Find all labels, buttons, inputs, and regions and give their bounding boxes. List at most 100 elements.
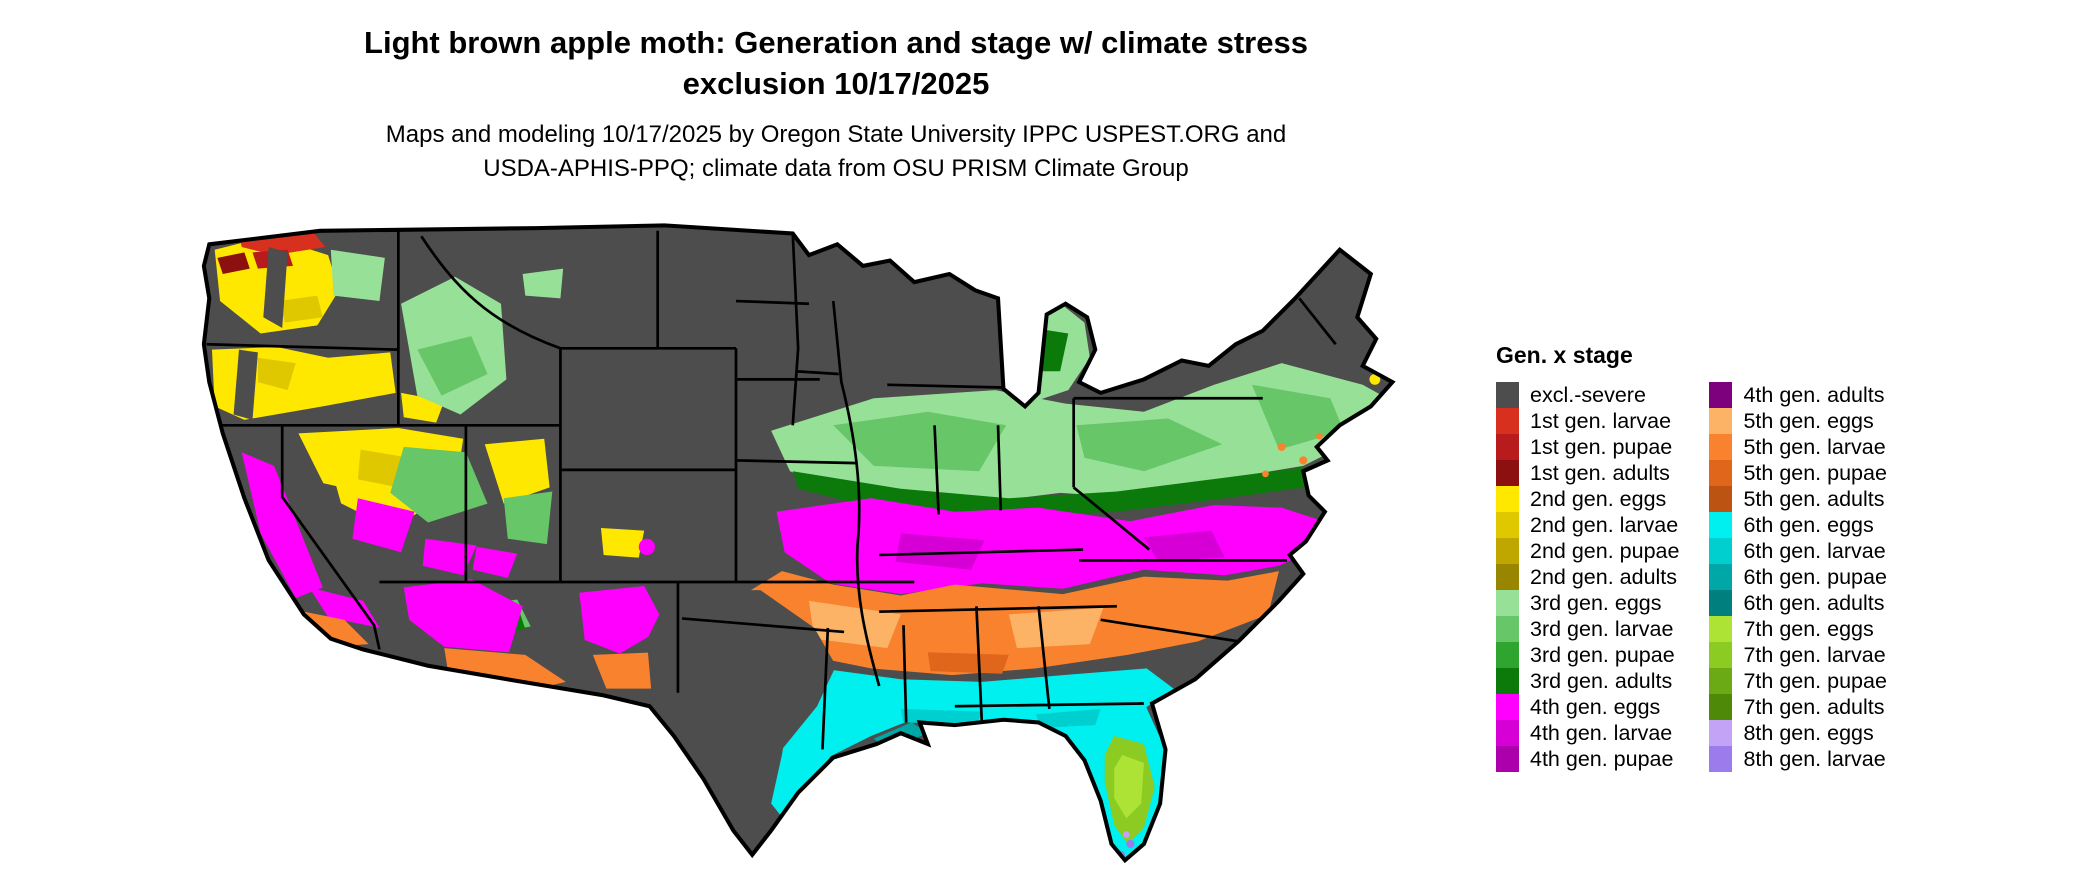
legend-swatch <box>1709 590 1733 616</box>
legend-columns: excl.-severe 1st gen. larvae 1st gen. pu… <box>1496 382 1887 772</box>
legend-swatch <box>1496 616 1519 642</box>
header: Light brown apple moth: Generation and s… <box>0 22 1672 186</box>
legend-item: 6th gen. pupae <box>1709 564 1887 590</box>
legend-item: 7th gen. adults <box>1709 694 1886 720</box>
legend-label: 5th gen. larvae <box>1743 434 1886 459</box>
legend-swatch <box>1709 512 1733 538</box>
legend-column-2: 4th gen. adults 5th gen. eggs 5th gen. l… <box>1709 382 1887 772</box>
legend-swatch <box>1709 564 1733 590</box>
page-title-line-2: exclusion 10/17/2025 <box>682 66 990 101</box>
legend-label: 2nd gen. larvae <box>1530 512 1679 537</box>
legend-item: 3rd gen. eggs <box>1496 590 1679 616</box>
legend-swatch <box>1709 616 1733 642</box>
legend-label: 4th gen. adults <box>1743 382 1885 407</box>
legend-label: 1st gen. pupae <box>1530 434 1673 459</box>
legend-item: 8th gen. eggs <box>1709 720 1886 746</box>
legend-swatch <box>1496 434 1519 460</box>
legend-swatch <box>1709 668 1733 694</box>
map-regions-2nd-gen-larvae <box>257 295 410 488</box>
legend-item: 5th gen. pupae <box>1709 460 1887 486</box>
legend-swatch <box>1496 720 1519 746</box>
legend-swatch <box>1709 746 1733 772</box>
legend-swatch <box>1709 408 1733 434</box>
legend-swatch <box>1496 746 1519 772</box>
us-map <box>201 223 1396 864</box>
legend-label: 7th gen. eggs <box>1743 616 1874 641</box>
map-dots-8th-gen-eggs <box>1122 831 1130 838</box>
legend-label: 6th gen. larvae <box>1743 538 1886 563</box>
legend-label: 3rd gen. adults <box>1530 668 1673 693</box>
legend-swatch <box>1496 460 1519 486</box>
legend-label: 6th gen. eggs <box>1743 512 1874 537</box>
legend-swatch <box>1496 642 1519 668</box>
legend-item: 1st gen. larvae <box>1496 408 1679 434</box>
legend-label: 7th gen. larvae <box>1743 642 1886 667</box>
legend-label: 5th gen. eggs <box>1743 408 1874 433</box>
legend-swatch <box>1496 512 1519 538</box>
subtitle: Maps and modeling 10/17/2025 by Oregon S… <box>0 118 1672 186</box>
legend-swatch <box>1496 564 1519 590</box>
legend-item: 6th gen. eggs <box>1709 512 1886 538</box>
legend-item: 4th gen. larvae <box>1496 720 1679 746</box>
legend-swatch <box>1709 538 1733 564</box>
legend-swatch <box>1496 694 1519 720</box>
legend-item: 4th gen. pupae <box>1496 746 1679 772</box>
legend-swatch <box>1709 382 1733 408</box>
map-container <box>198 220 1428 876</box>
subtitle-line-2: USDA-APHIS-PPQ; climate data from OSU PR… <box>483 155 1189 182</box>
legend-label: 5th gen. pupae <box>1743 460 1887 485</box>
legend-label: 3rd gen. larvae <box>1530 616 1674 641</box>
legend-label: 1st gen. adults <box>1530 460 1670 485</box>
legend-label: 4th gen. pupae <box>1530 746 1674 771</box>
subtitle-line-1: Maps and modeling 10/17/2025 by Oregon S… <box>385 121 1287 148</box>
legend-item: 5th gen. eggs <box>1709 408 1886 434</box>
legend-item: 4th gen. eggs <box>1496 694 1679 720</box>
legend-label: 2nd gen. pupae <box>1530 538 1680 563</box>
legend-item: 2nd gen. eggs <box>1496 486 1679 512</box>
legend-item: 3rd gen. adults <box>1496 668 1679 694</box>
legend-label: 3rd gen. eggs <box>1530 590 1662 615</box>
legend-item: 8th gen. larvae <box>1709 746 1886 772</box>
legend-label: 1st gen. larvae <box>1530 408 1672 433</box>
legend-swatch <box>1709 720 1733 746</box>
map-regions-7th-gen-eggs <box>1114 754 1144 819</box>
legend-title: Gen. x stage <box>1496 342 1633 368</box>
us-outline <box>201 223 1396 864</box>
legend-column-1: excl.-severe 1st gen. larvae 1st gen. pu… <box>1496 382 1679 772</box>
legend-label: 8th gen. eggs <box>1743 720 1874 745</box>
legend-label: 7th gen. adults <box>1743 694 1885 719</box>
legend-swatch <box>1496 382 1519 408</box>
legend-label: 5th gen. adults <box>1743 486 1885 511</box>
map-regions-5th-gen-eggs <box>808 600 1104 649</box>
legend-item: 7th gen. larvae <box>1709 642 1886 668</box>
map-regions-4th-gen-eggs <box>241 452 1328 654</box>
legend-item: excl.-severe <box>1496 382 1679 408</box>
legend-label: 3rd gen. pupae <box>1530 642 1675 667</box>
legend-item: 2nd gen. pupae <box>1496 538 1679 564</box>
legend-label: excl.-severe <box>1530 382 1646 407</box>
page-title-line-1: Light brown apple moth: Generation and s… <box>364 25 1308 60</box>
legend-label: 4th gen. larvae <box>1530 720 1673 745</box>
legend-item: 1st gen. pupae <box>1496 434 1679 460</box>
legend-item: 3rd gen. larvae <box>1496 616 1679 642</box>
legend-item: 5th gen. adults <box>1709 486 1886 512</box>
legend-label: 2nd gen. adults <box>1530 564 1678 589</box>
legend-item: 3rd gen. pupae <box>1496 642 1679 668</box>
legend-label: 6th gen. pupae <box>1743 564 1887 589</box>
map-regions-5th-gen-pupae <box>927 652 1009 674</box>
legend-item: 7th gen. eggs <box>1709 616 1886 642</box>
state-borders <box>206 230 1337 750</box>
legend-label: 4th gen. eggs <box>1530 694 1661 719</box>
map-regions-excluded-overlay <box>233 247 836 846</box>
legend-swatch <box>1496 538 1519 564</box>
legend-item: 6th gen. adults <box>1709 590 1886 616</box>
legend-item: 2nd gen. adults <box>1496 564 1679 590</box>
legend-item: 5th gen. larvae <box>1709 434 1886 460</box>
legend-swatch <box>1496 408 1519 434</box>
legend-swatch <box>1709 460 1733 486</box>
legend-swatch <box>1496 590 1519 616</box>
map-regions-1st-gen-adults <box>217 252 250 275</box>
legend-swatch <box>1709 486 1733 512</box>
legend-swatch <box>1709 642 1733 668</box>
